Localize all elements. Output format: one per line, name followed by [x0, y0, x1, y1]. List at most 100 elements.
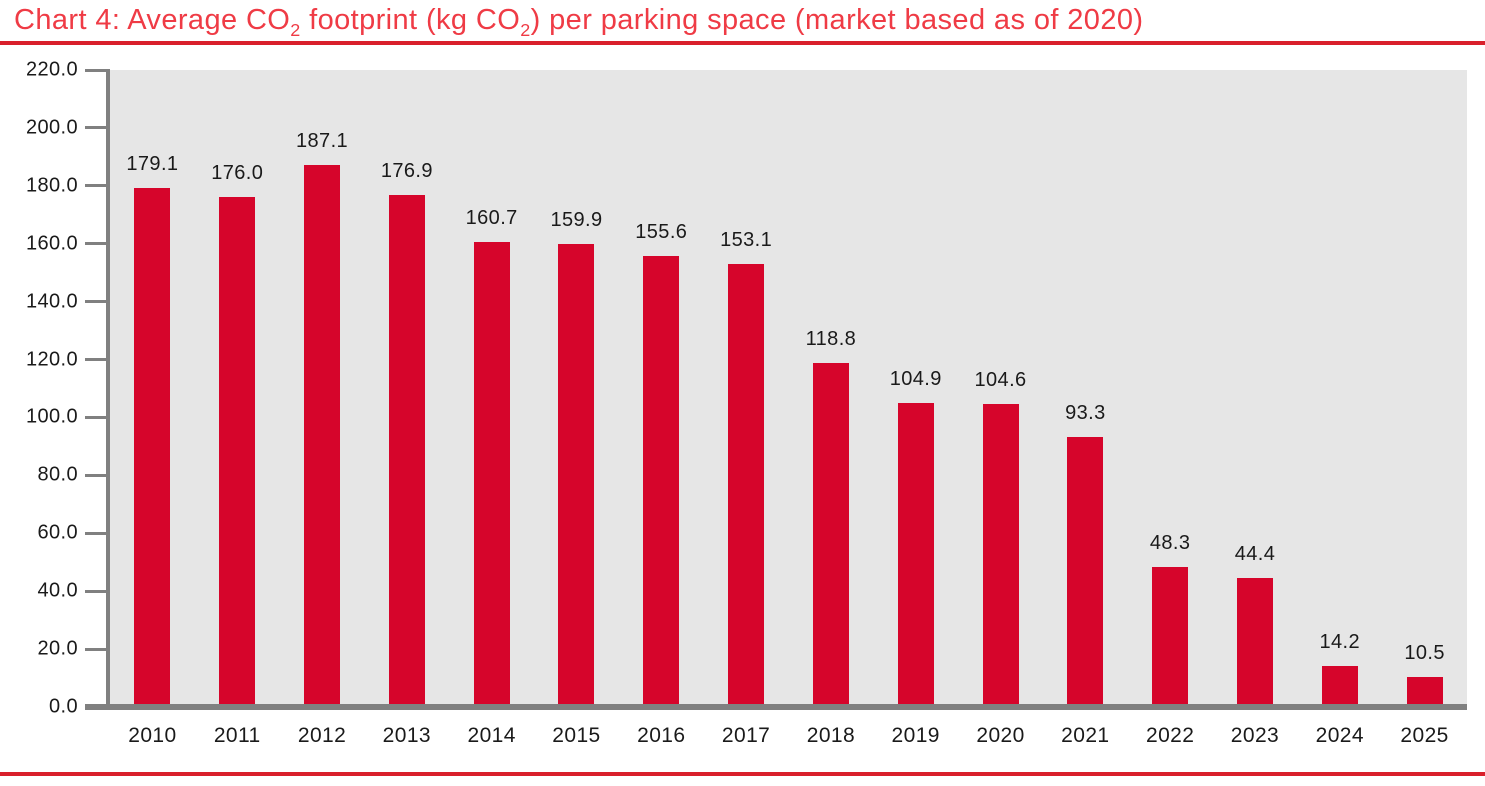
bar-slot: 187.1	[280, 70, 365, 707]
title-divider-rule	[0, 41, 1485, 45]
bar-slot: 160.7	[449, 70, 534, 707]
bar-value-label: 104.9	[889, 368, 942, 391]
subscript-2: 2	[520, 19, 531, 40]
bar-2022	[1152, 567, 1189, 707]
bar-slot: 153.1	[704, 70, 789, 707]
y-tick-label: 140.0	[25, 290, 78, 313]
x-tick-label: 2012	[297, 724, 347, 747]
bar-2015	[558, 244, 595, 707]
y-tick	[85, 358, 110, 362]
bar-2010	[134, 188, 171, 707]
y-tick	[85, 589, 110, 593]
x-tick-label: 2016	[637, 724, 686, 747]
x-tick-label: 2017	[721, 724, 771, 747]
bar-value-label: 93.3	[1065, 401, 1106, 424]
bar-value-label: 48.3	[1149, 532, 1191, 555]
bar-slot: 176.9	[364, 70, 449, 707]
bar-slot: 14.2	[1297, 70, 1382, 707]
chart-title-text: Chart 4: Average CO	[14, 4, 291, 36]
y-tick	[85, 647, 110, 651]
x-tick-label: 2020	[976, 724, 1025, 747]
chart-title: Chart 4: Average CO2 footprint (kg CO2) …	[14, 4, 1143, 40]
bar-slot: 176.0	[195, 70, 280, 707]
y-tick	[85, 300, 110, 304]
bar-slot: 10.5	[1382, 70, 1467, 707]
bar-value-label: 160.7	[465, 206, 518, 229]
bar-value-label: 176.0	[211, 162, 264, 185]
y-tick	[85, 473, 110, 477]
chart-title-text: footprint (kg CO	[300, 4, 521, 36]
bar-2011	[219, 197, 256, 707]
bar-value-label: 14.2	[1319, 630, 1361, 653]
y-tick-label: 220.0	[25, 58, 78, 81]
bar-2021	[1067, 436, 1104, 707]
bar-value-label: 118.8	[805, 328, 857, 351]
x-tick-label: 2025	[1400, 724, 1449, 747]
y-tick-label: 80.0	[37, 463, 78, 486]
y-tick-label: 20.0	[37, 637, 78, 660]
y-tick	[85, 126, 110, 130]
bar-value-label: 155.6	[635, 221, 688, 244]
bar-slot: 44.4	[1213, 70, 1298, 707]
y-tick	[85, 242, 110, 246]
bar-value-label: 104.6	[974, 369, 1027, 392]
bar-2013	[388, 194, 425, 707]
bar-slot: 104.6	[958, 70, 1043, 707]
bar-value-label: 187.1	[296, 130, 349, 153]
bar-value-label: 179.1	[126, 153, 179, 176]
x-tick-label: 2024	[1315, 724, 1364, 747]
y-tick-label: 180.0	[25, 174, 78, 197]
bar-2019	[897, 403, 934, 707]
y-tick-label: 200.0	[25, 116, 78, 139]
bar-slot: 179.1	[110, 70, 195, 707]
bar-value-label: 176.9	[380, 159, 433, 182]
x-tick-label: 2018	[806, 724, 856, 747]
bottom-divider-rule	[0, 772, 1485, 776]
bar-slot: 155.6	[619, 70, 704, 707]
y-tick	[85, 415, 110, 419]
x-tick-label: 2013	[382, 724, 431, 747]
bar-slot: 118.8	[789, 70, 874, 707]
bar-slot: 93.3	[1043, 70, 1128, 707]
x-tick-label: 2021	[1061, 724, 1110, 747]
y-tick	[85, 68, 110, 72]
bar-slot: 159.9	[534, 70, 619, 707]
y-tick	[85, 531, 110, 535]
x-tick-label: 2011	[213, 724, 261, 747]
y-tick-label: 40.0	[37, 579, 78, 602]
y-tick	[85, 184, 110, 188]
y-axis-line	[106, 70, 110, 707]
bar-2014	[473, 241, 510, 707]
bar-value-label: 159.9	[550, 209, 603, 232]
bar-2018	[812, 363, 849, 707]
bar-2023	[1236, 578, 1273, 707]
x-tick-label: 2014	[467, 724, 516, 747]
plot-area: 179.1 176.0 187.1 176.9 160.7 159.9 155.6 153.1…	[110, 70, 1467, 707]
bar-value-label: 44.4	[1234, 543, 1276, 566]
bar-value-label: 10.5	[1404, 641, 1445, 664]
bar-2020	[982, 404, 1019, 707]
bar-2025	[1406, 676, 1443, 707]
y-tick-label: 160.0	[25, 232, 78, 255]
bar-2016	[643, 256, 680, 707]
y-tick-label: 0.0	[48, 695, 78, 718]
x-tick-label: 2019	[891, 724, 940, 747]
bar-value-label: 153.1	[720, 228, 773, 251]
y-tick-label: 100.0	[25, 405, 78, 428]
x-tick-label: 2015	[552, 724, 601, 747]
subscript-2: 2	[290, 19, 301, 40]
x-axis: 2010 2011 2012 2013 2014 2015 2016 2017 2018 2019…	[110, 724, 1467, 748]
bar-2012	[304, 165, 341, 707]
bar-slot: 48.3	[1128, 70, 1213, 707]
bar-2024	[1321, 665, 1358, 707]
x-tick-label: 2023	[1230, 724, 1280, 747]
x-axis-line	[85, 704, 1467, 710]
y-axis: 0.0 20.0 40.0 60.0 80.0 100.0 120.0 140.0 160.0 1…	[0, 59, 110, 718]
y-tick-label: 120.0	[25, 348, 78, 371]
x-tick-label: 2022	[1145, 724, 1195, 747]
y-tick-label: 60.0	[37, 521, 78, 544]
bar-2017	[728, 263, 765, 707]
x-tick-label: 2010	[128, 724, 177, 747]
bar-slot: 104.9	[873, 70, 958, 707]
